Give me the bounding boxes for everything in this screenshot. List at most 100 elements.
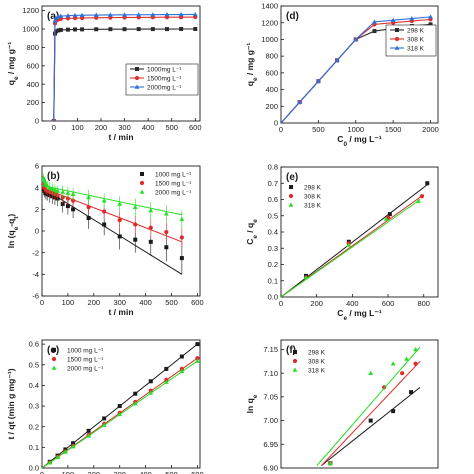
data-point-5 (58, 13, 64, 18)
series-3 (281, 14, 433, 123)
panel-label: (a) (47, 11, 59, 22)
legend-label: 1500mg L⁻¹ (147, 76, 182, 83)
y-tick-label: 7.05 (263, 392, 278, 401)
legend: 1000mg L⁻¹ 1500mg L⁻¹ 2000mg L⁻¹ (125, 63, 199, 96)
data-point-13 (102, 209, 107, 214)
y-tick-label: 2 (35, 205, 39, 214)
data-point-18 (179, 235, 184, 240)
data-point-16 (192, 11, 198, 17)
data-point-7 (117, 411, 123, 417)
x-axis-title: t / min (108, 132, 133, 142)
y-axis-title: ln (qe-qt) (6, 214, 20, 249)
data-point-3 (390, 361, 396, 366)
data-point-1 (52, 348, 56, 352)
series-1 (321, 387, 421, 467)
y-tick-label: 0 (274, 119, 278, 128)
legend-label: 1500 mg L⁻¹ (67, 357, 104, 364)
panel-label: (e) (286, 172, 298, 183)
x-tick-label: 100 (62, 298, 75, 307)
data-point-4 (71, 441, 76, 446)
data-point-10 (107, 12, 113, 17)
data-point-9 (93, 12, 99, 17)
data-point-5 (86, 428, 91, 433)
data-point-2 (51, 356, 57, 362)
data-point-9 (94, 27, 99, 32)
x-axis-title: Ce / mg L⁻¹ (337, 308, 382, 322)
data-point-15 (132, 204, 138, 209)
y-tick-label: -6 (32, 292, 39, 301)
x-tick-label: 1000 (347, 125, 364, 134)
legend: 1000 mg L⁻¹ 1500 mg L⁻¹ 2000 mg L⁻¹ (139, 172, 192, 197)
x-tick-label: 0 (40, 470, 44, 474)
fit-line (42, 187, 183, 275)
y-tick-label: 7.10 (263, 369, 278, 378)
data-point-13 (150, 12, 156, 17)
data-point-2 (55, 454, 60, 460)
data-point-1 (293, 350, 297, 354)
data-point-3 (51, 365, 57, 370)
data-point-1 (135, 67, 139, 71)
data-point-4 (413, 361, 418, 366)
x-tick-label: 400 (346, 299, 359, 308)
data-point-10 (65, 204, 70, 209)
data-point-11 (70, 191, 76, 196)
data-point-1 (140, 172, 144, 176)
y-tick-label: 0.3 (29, 402, 39, 411)
y-tick-label: -4 (32, 270, 39, 279)
data-point-8 (132, 401, 138, 406)
data-point-1 (47, 460, 53, 465)
data-point-12 (86, 205, 91, 210)
data-point-3 (391, 409, 396, 414)
data-point-10 (65, 190, 71, 195)
y-tick-label: 1200 (261, 18, 278, 27)
data-point-6 (372, 29, 377, 34)
data-point-7 (73, 27, 78, 32)
data-point-1 (289, 185, 293, 189)
data-point-15 (178, 12, 184, 17)
data-point-8 (79, 12, 85, 17)
data-point-10 (108, 27, 113, 32)
data-point-5 (47, 185, 53, 190)
data-point-6 (372, 19, 377, 24)
data-point-2 (346, 242, 352, 247)
series-3 (316, 346, 421, 466)
data-point-3 (54, 29, 59, 34)
data-point-12 (136, 27, 141, 32)
legend-label: 2000 mg L⁻¹ (155, 190, 192, 197)
series-3 (42, 173, 185, 228)
x-tick-label: 200 (95, 123, 108, 132)
data-point-6 (49, 186, 55, 191)
legend-label: 318 K (308, 368, 326, 375)
x-axis-title: C0 / mg L⁻¹ (337, 134, 382, 148)
y-axis-title: ln qe (245, 394, 259, 413)
y-tick-label: 6.90 (263, 464, 278, 473)
plot-frame (41, 5, 201, 122)
data-point-11 (71, 207, 76, 212)
panel-b: 0 100 200 300 400 500 600 -6 -4 -2 0 2 4 6 t / min ln (… (6, 162, 204, 317)
y-tick-label: 0.8 (268, 163, 278, 172)
y-tick-label: 0.2 (268, 260, 278, 269)
data-point-10 (164, 366, 169, 371)
x-tick-label: 100 (62, 470, 75, 474)
data-point-5 (413, 346, 418, 352)
data-point-15 (133, 222, 138, 227)
x-tick-label: 800 (417, 299, 430, 308)
data-point-9 (60, 189, 66, 194)
data-point-8 (409, 16, 415, 21)
x-tick-label: 0 (279, 299, 283, 308)
data-point-1 (327, 460, 333, 466)
data-point-12 (195, 358, 200, 363)
data-point-14 (164, 27, 169, 32)
y-tick-label: 0.6 (268, 195, 278, 204)
data-point-14 (117, 234, 122, 239)
data-point-3 (139, 189, 145, 194)
data-point-8 (80, 27, 85, 32)
legend-label: 1000 mg L⁻¹ (67, 348, 104, 355)
plot-frame (280, 339, 439, 469)
y-tick-label: 200 (26, 98, 39, 107)
legend-label: 298 K (407, 28, 425, 35)
data-point-18 (179, 256, 184, 261)
data-point-7 (52, 187, 58, 192)
y-tick-label: 4 (35, 183, 39, 192)
data-point-3 (394, 45, 400, 50)
